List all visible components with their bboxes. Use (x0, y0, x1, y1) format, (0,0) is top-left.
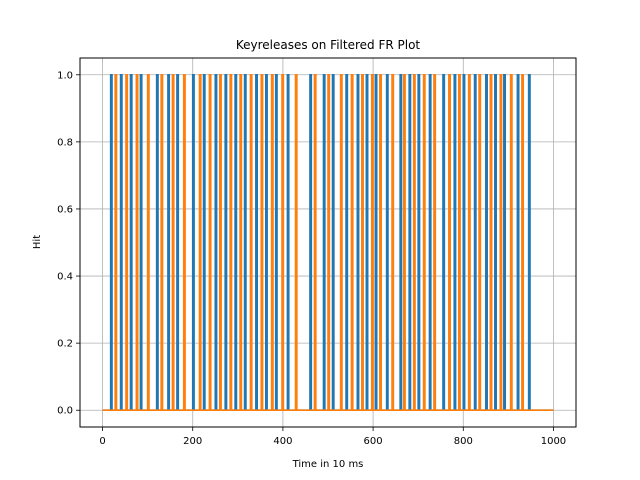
x-axis-label: Time in 10 ms (292, 459, 364, 470)
x-tick-label: 0 (99, 436, 105, 447)
series-2-line (102, 73, 554, 412)
y-tick-label: 0.4 (57, 272, 73, 283)
y-tick-label: 0.6 (57, 204, 73, 215)
y-tick-label: 0.0 (57, 406, 73, 417)
ticks: 0 200 400 600 800 1000 0.0 0.2 0.4 0.6 0.8 1.0 (57, 70, 566, 447)
series-group (102, 73, 554, 412)
chart-title: Keyreleases on Filtered FR Plot (236, 38, 421, 52)
y-tick-label: 0.2 (57, 339, 73, 350)
x-tick-label: 800 (454, 436, 473, 447)
y-tick-label: 1.0 (57, 70, 73, 81)
x-tick-label: 400 (273, 436, 292, 447)
y-axis-label: Hit (32, 235, 43, 249)
y-tick-label: 0.8 (57, 137, 73, 148)
plot-frame (79, 57, 577, 428)
x-tick-label: 200 (183, 436, 202, 447)
x-tick-label: 1000 (541, 436, 566, 447)
x-tick-label: 600 (364, 436, 383, 447)
